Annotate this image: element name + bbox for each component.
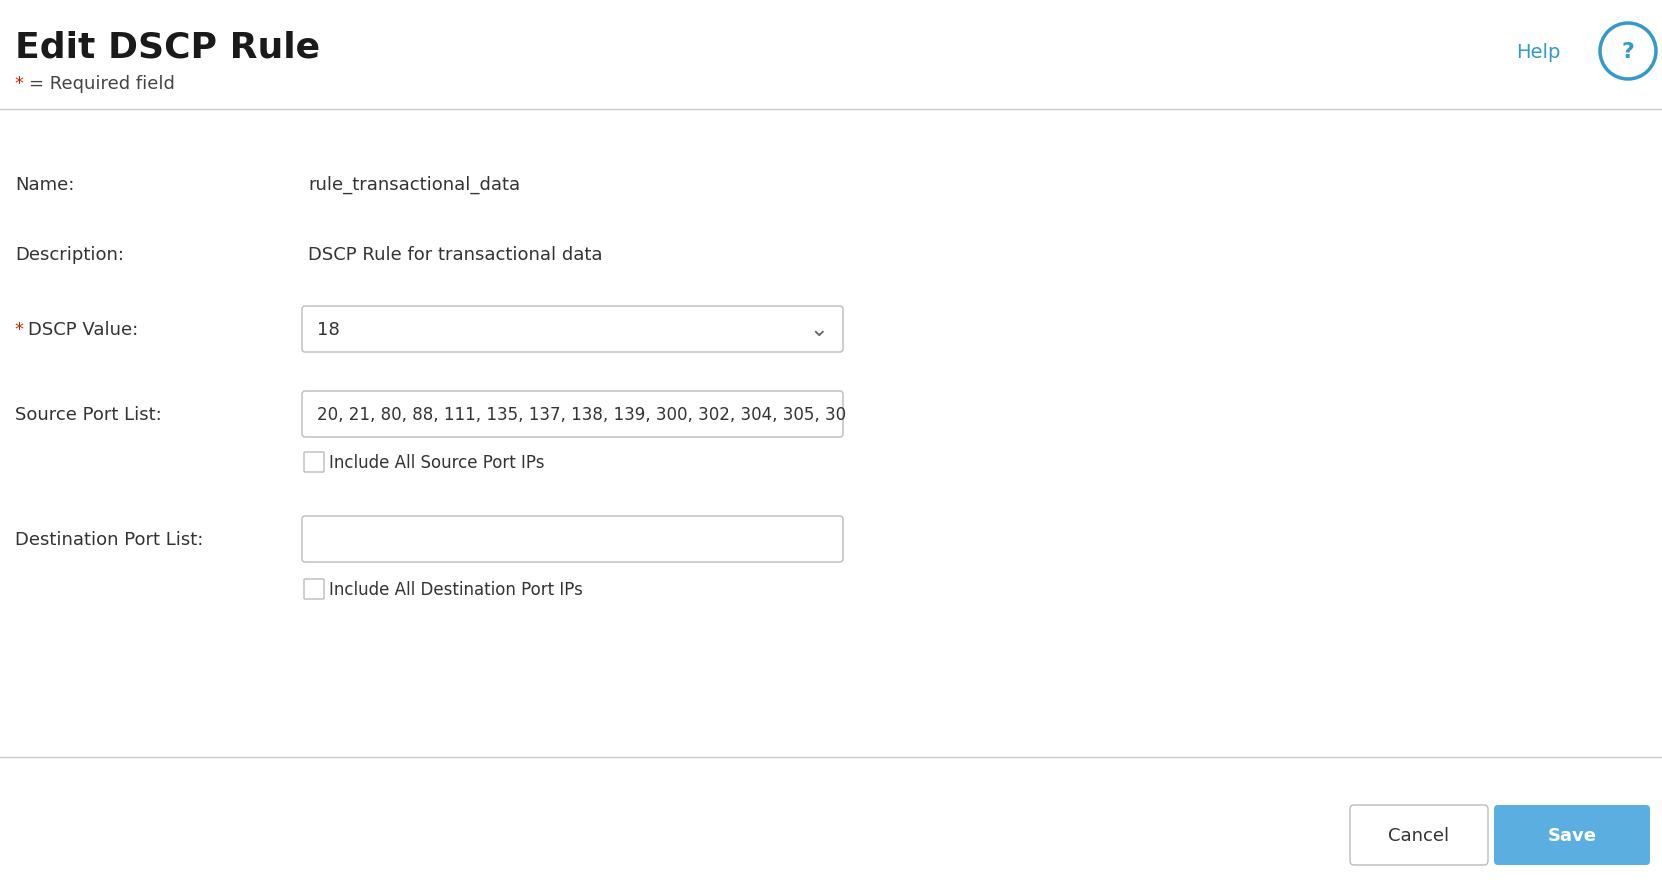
Text: Destination Port List:: Destination Port List:: [15, 531, 203, 548]
Text: Help: Help: [1516, 43, 1561, 61]
Text: Name:: Name:: [15, 175, 75, 194]
Text: Include All Source Port IPs: Include All Source Port IPs: [329, 454, 545, 471]
Text: 18: 18: [317, 321, 339, 338]
FancyBboxPatch shape: [1494, 805, 1650, 865]
Text: DSCP Value:: DSCP Value:: [28, 321, 138, 338]
Text: ⌄: ⌄: [809, 320, 828, 339]
Text: Cancel: Cancel: [1388, 826, 1449, 844]
FancyBboxPatch shape: [302, 517, 843, 563]
FancyBboxPatch shape: [302, 307, 843, 353]
Text: rule_transactional_data: rule_transactional_data: [307, 175, 520, 194]
Text: DSCP Rule for transactional data: DSCP Rule for transactional data: [307, 245, 603, 264]
Text: Include All Destination Port IPs: Include All Destination Port IPs: [329, 580, 583, 598]
Text: *: *: [15, 75, 30, 93]
Text: *: *: [15, 321, 30, 338]
FancyBboxPatch shape: [1350, 805, 1487, 865]
Text: ?: ?: [1622, 42, 1634, 62]
Text: 20, 21, 80, 88, 111, 135, 137, 138, 139, 300, 302, 304, 305, 30: 20, 21, 80, 88, 111, 135, 137, 138, 139,…: [317, 406, 846, 424]
Text: Description:: Description:: [15, 245, 125, 264]
Text: Source Port List:: Source Port List:: [15, 406, 161, 424]
Text: Save: Save: [1547, 826, 1597, 844]
Text: Edit DSCP Rule: Edit DSCP Rule: [15, 30, 321, 64]
FancyBboxPatch shape: [302, 392, 843, 438]
Text: = Required field: = Required field: [28, 75, 175, 93]
FancyBboxPatch shape: [304, 453, 324, 472]
FancyBboxPatch shape: [304, 579, 324, 599]
